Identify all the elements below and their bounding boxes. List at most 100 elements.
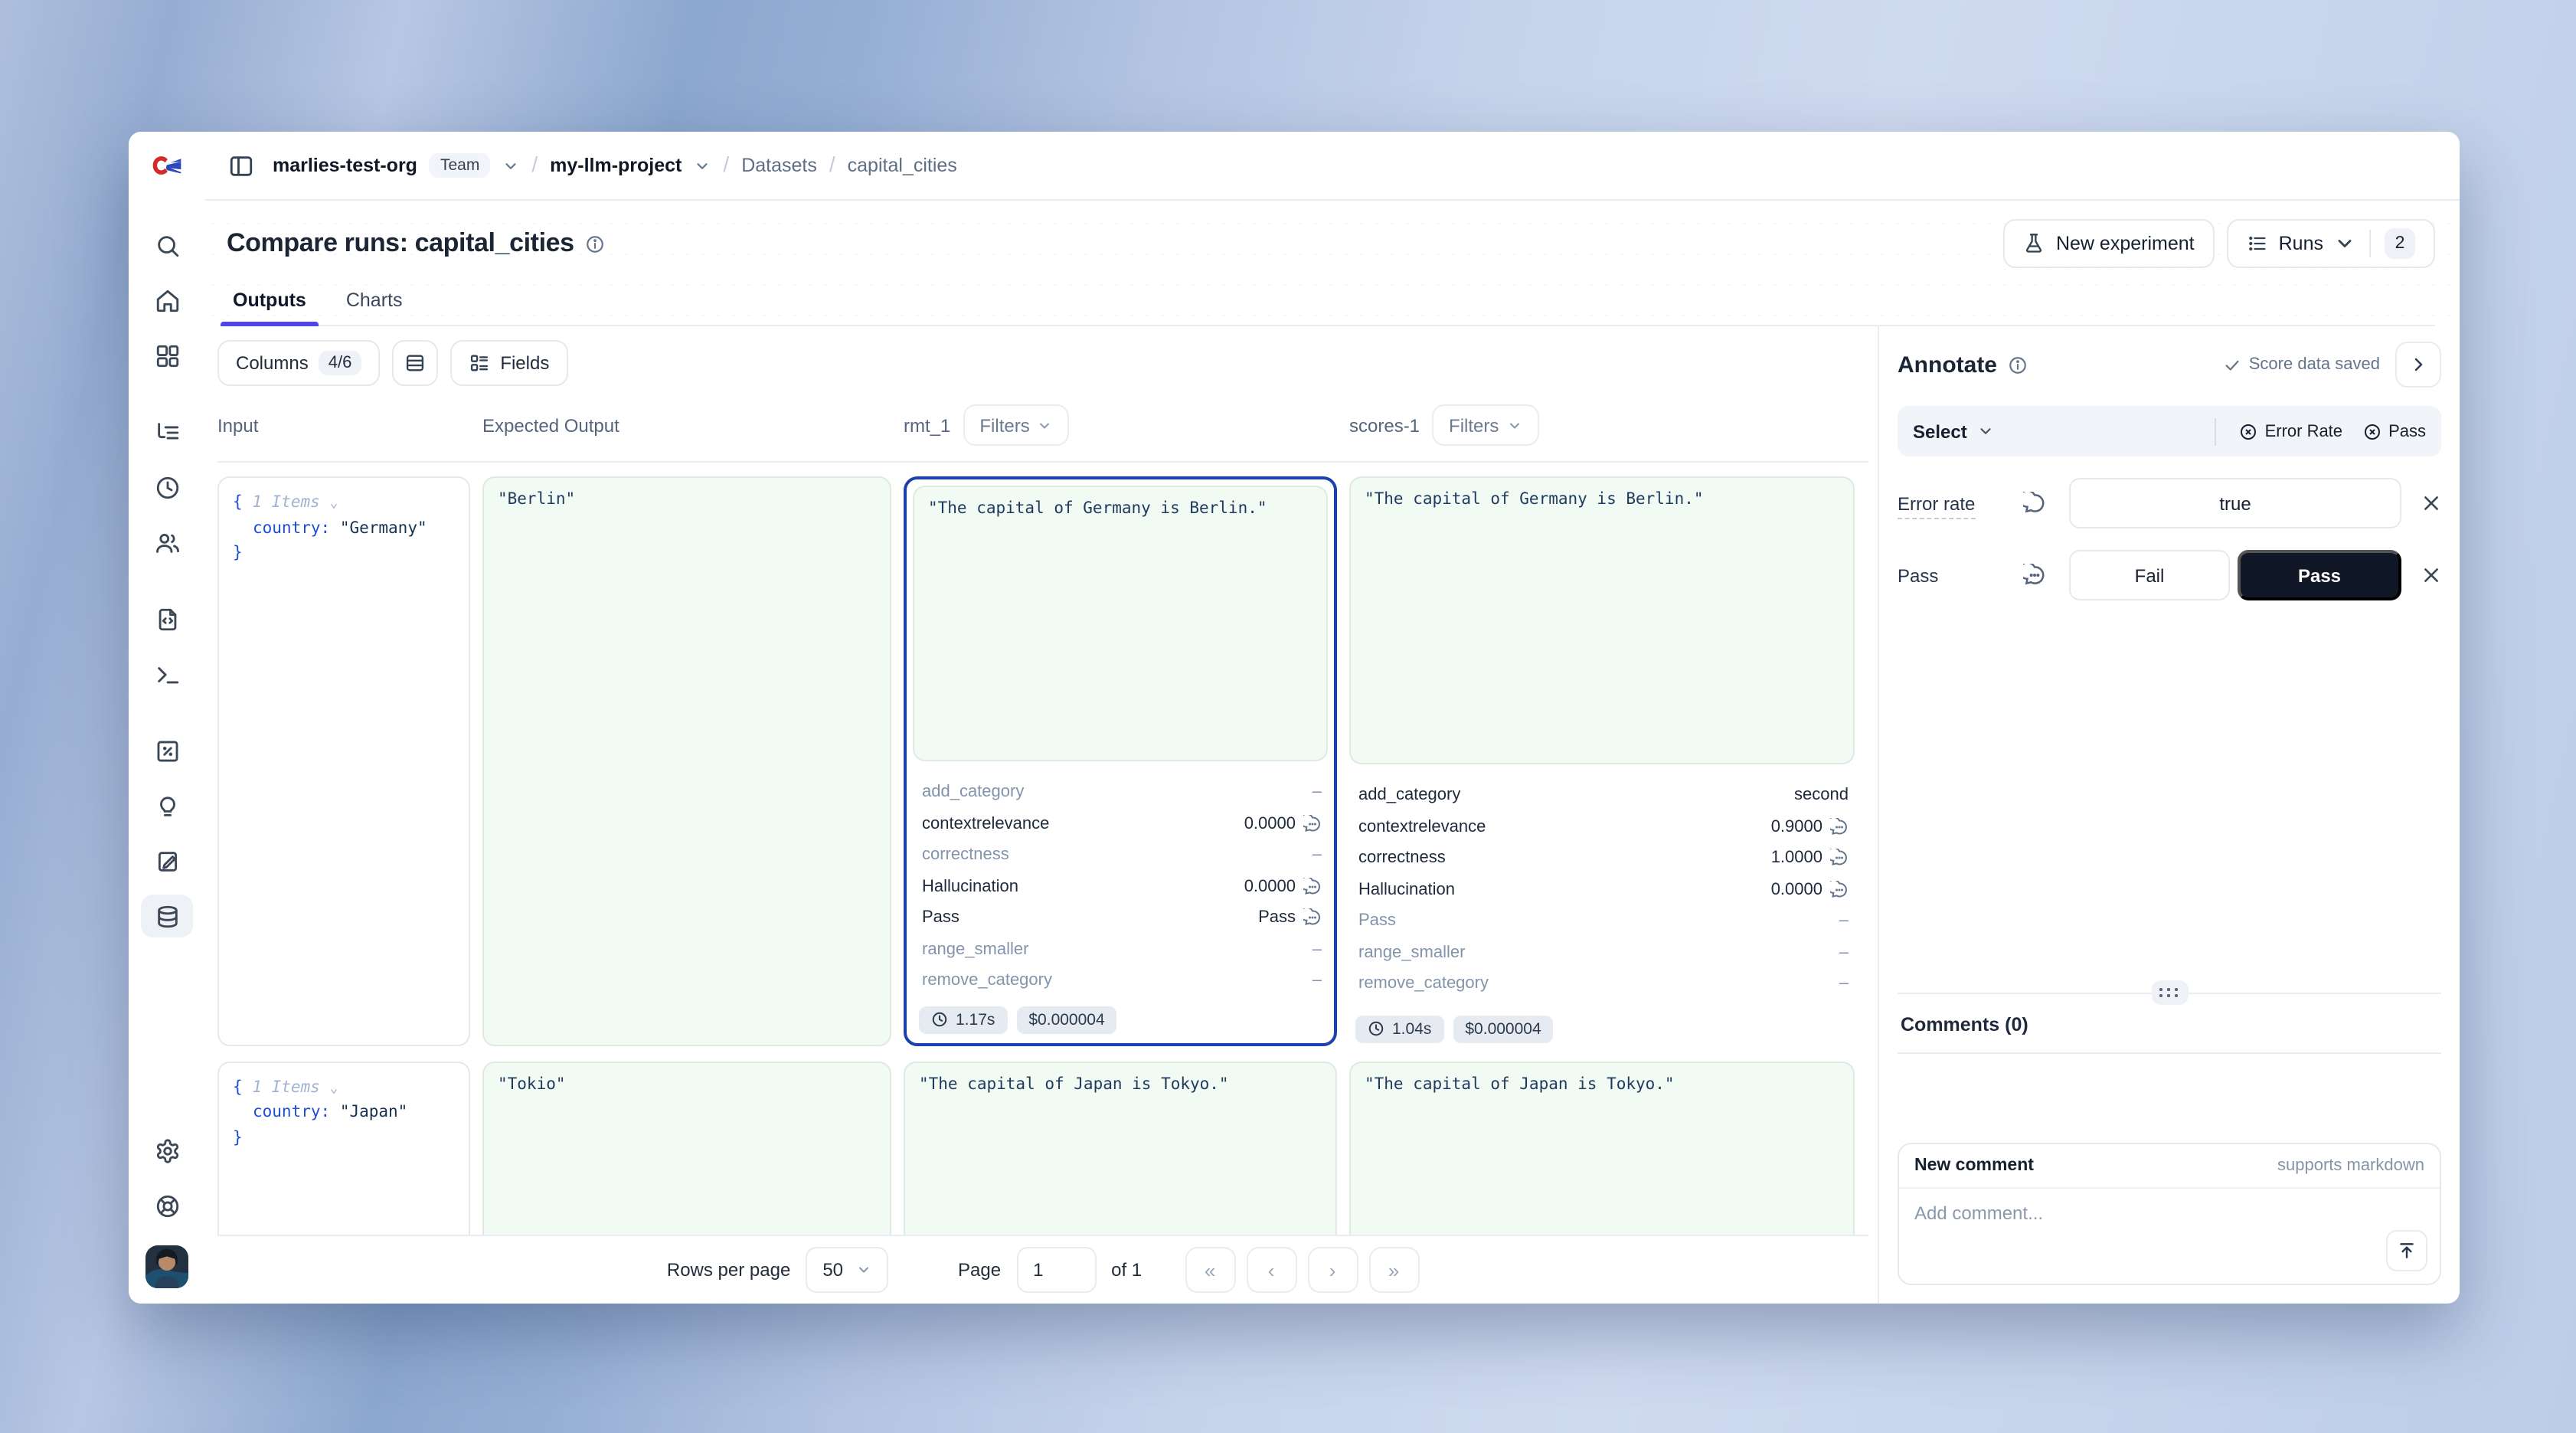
first-page-button[interactable]: «: [1185, 1247, 1236, 1293]
tabs: Outputs Charts: [221, 290, 2435, 326]
user-avatar[interactable]: [145, 1245, 188, 1288]
next-page-button[interactable]: ›: [1307, 1247, 1358, 1293]
run2-filters-button[interactable]: Filters: [1432, 404, 1539, 446]
main-column: marlies-test-org Team / my-llm-project /…: [205, 132, 2460, 1304]
org-plan-badge: Team: [429, 153, 491, 178]
sidebar-item-annotation-queues[interactable]: [141, 839, 193, 882]
json-collapse-chevron[interactable]: ⌄: [329, 496, 338, 512]
new-experiment-button[interactable]: New experiment: [2003, 219, 2215, 268]
pass-option-pass-button-selected[interactable]: Pass: [2238, 550, 2401, 600]
clipboard-pen-icon: [157, 851, 177, 871]
sidebar-item-datasets[interactable]: [141, 895, 193, 937]
sidebar-item-playground[interactable]: [141, 653, 193, 695]
error-rate-value-input[interactable]: [2069, 478, 2401, 528]
sidebar-item-search[interactable]: [141, 224, 193, 267]
fields-button[interactable]: Fields: [449, 340, 568, 386]
comment-textarea[interactable]: Add comment...: [1899, 1189, 2440, 1284]
score-comment-icon[interactable]: [1303, 877, 1322, 896]
breadcrumb-separator: /: [723, 152, 730, 176]
layout-list-icon: [470, 355, 488, 371]
run1-output-cell-selected[interactable]: "The capital of Germany is Berlin." add_…: [904, 476, 1337, 1045]
score-select-bar: Select Error Rate Pass: [1898, 406, 2441, 456]
selected-score-error-rate[interactable]: Error Rate: [2239, 422, 2342, 440]
sidebar-item-users[interactable]: [141, 521, 193, 564]
panel-left-icon: [229, 155, 252, 175]
sidebar-toggle-button[interactable]: [221, 146, 260, 185]
project-switcher-chevron[interactable]: [694, 157, 711, 174]
panel-resize-divider: [1898, 980, 2441, 1005]
score-comment-icon[interactable]: [1303, 908, 1322, 928]
tab-charts[interactable]: Charts: [345, 290, 403, 311]
rows-per-page-select[interactable]: 50: [806, 1247, 888, 1293]
submit-comment-button[interactable]: [2386, 1230, 2427, 1271]
chevron-right-icon: [2414, 358, 2423, 371]
sidebar-item-evaluation[interactable]: [141, 729, 193, 772]
breadcrumb-datasets[interactable]: Datasets: [741, 155, 817, 176]
sidebar-item-tracing[interactable]: [141, 411, 193, 453]
info-icon[interactable]: [2008, 355, 2028, 375]
org-switcher-chevron[interactable]: [502, 157, 519, 174]
app-window: marlies-test-org Team / my-llm-project /…: [129, 132, 2460, 1304]
runs-button[interactable]: Runs 2: [2226, 219, 2435, 268]
score-comment-icon[interactable]: [1303, 814, 1322, 833]
json-collapse-chevron[interactable]: ⌄: [329, 1081, 338, 1096]
score-select-dropdown[interactable]: Select: [1913, 420, 1995, 442]
score-comment-icon[interactable]: [1830, 880, 1849, 899]
sidebar-item-home[interactable]: [141, 279, 193, 322]
breadcrumb-dataset-name[interactable]: capital_cities: [847, 155, 957, 176]
comment-bubble-dots-icon[interactable]: [2023, 564, 2069, 587]
cost-badge: $0.000004: [1453, 1015, 1554, 1042]
sidebar-item-dashboards[interactable]: [141, 334, 193, 377]
last-page-button[interactable]: »: [1368, 1247, 1420, 1293]
score-comment-icon[interactable]: [1830, 849, 1849, 868]
sidebar-item-settings[interactable]: [141, 1129, 193, 1172]
rows-per-page-label: Rows per page: [666, 1259, 791, 1281]
breadcrumb-org[interactable]: marlies-test-org: [273, 155, 417, 176]
upload-arrow-icon: [2400, 1243, 2414, 1258]
flask-icon: [2026, 234, 2042, 253]
expected-output-cell[interactable]: "Berlin": [482, 476, 891, 1045]
run-output-text: "The capital of Germany is Berlin.": [913, 486, 1328, 761]
compare-table-area: Columns 4/6 Fields Input Expec: [205, 326, 1878, 1304]
clear-score-button[interactable]: [2401, 565, 2441, 585]
previous-page-button[interactable]: ‹: [1246, 1247, 1297, 1293]
run2-output-cell[interactable]: "The capital of Germany is Berlin." add_…: [1349, 476, 1855, 1045]
expected-output-cell[interactable]: "Tokio": [482, 1061, 891, 1235]
terminal-icon: [157, 666, 178, 683]
sidebar-item-sessions[interactable]: [141, 466, 193, 509]
run-cell-footer: 1.17s $0.000004: [913, 996, 1328, 1036]
percent-square-icon: [156, 740, 178, 761]
input-cell[interactable]: { 1 Items ⌄ country: "Germany" }: [217, 476, 470, 1045]
collapse-panel-button[interactable]: [2395, 342, 2441, 388]
gear-icon: [155, 1138, 178, 1163]
runs-chevron-icon: [2334, 233, 2355, 254]
clock-icon: [1368, 1021, 1384, 1036]
run1-output-cell[interactable]: "The capital of Japan is Tokyo.": [904, 1061, 1337, 1235]
run2-output-cell[interactable]: "The capital of Japan is Tokyo.": [1349, 1061, 1855, 1235]
breadcrumb-project[interactable]: my-llm-project: [550, 155, 682, 176]
info-icon[interactable]: [585, 234, 605, 254]
pass-option-fail-button[interactable]: Fail: [2069, 550, 2230, 600]
sidebar-item-prompts[interactable]: [141, 597, 193, 640]
columns-button[interactable]: Columns 4/6: [217, 340, 380, 386]
selected-score-pass[interactable]: Pass: [2362, 422, 2426, 440]
row-height-button[interactable]: [391, 340, 438, 386]
page-header: Compare runs: capital_cities New experim…: [205, 201, 2460, 326]
clear-score-button[interactable]: [2401, 493, 2441, 513]
score-comment-icon[interactable]: [1830, 817, 1849, 836]
input-cell[interactable]: { 1 Items ⌄ country: "Japan" }: [217, 1061, 470, 1235]
run-cell-footer: 1.04s $0.000004: [1349, 1006, 1855, 1045]
run1-filters-button[interactable]: Filters: [963, 404, 1070, 446]
tab-outputs[interactable]: Outputs: [221, 290, 319, 326]
comment-bubble-icon[interactable]: [2023, 492, 2069, 515]
sidebar-item-llm-as-judge[interactable]: [141, 784, 193, 827]
resize-grip-handle[interactable]: [2151, 980, 2188, 1005]
column-header-input: Input: [217, 414, 259, 436]
sidebar-item-support[interactable]: [141, 1184, 193, 1227]
table-body: { 1 Items ⌄ country: "Germany" } "Berlin…: [217, 461, 1868, 1235]
page-number-input[interactable]: [1016, 1247, 1097, 1293]
score-saved-status: Score data saved: [2225, 355, 2380, 374]
breadcrumb-separator: /: [829, 152, 835, 176]
cost-badge: $0.000004: [1016, 1006, 1117, 1033]
